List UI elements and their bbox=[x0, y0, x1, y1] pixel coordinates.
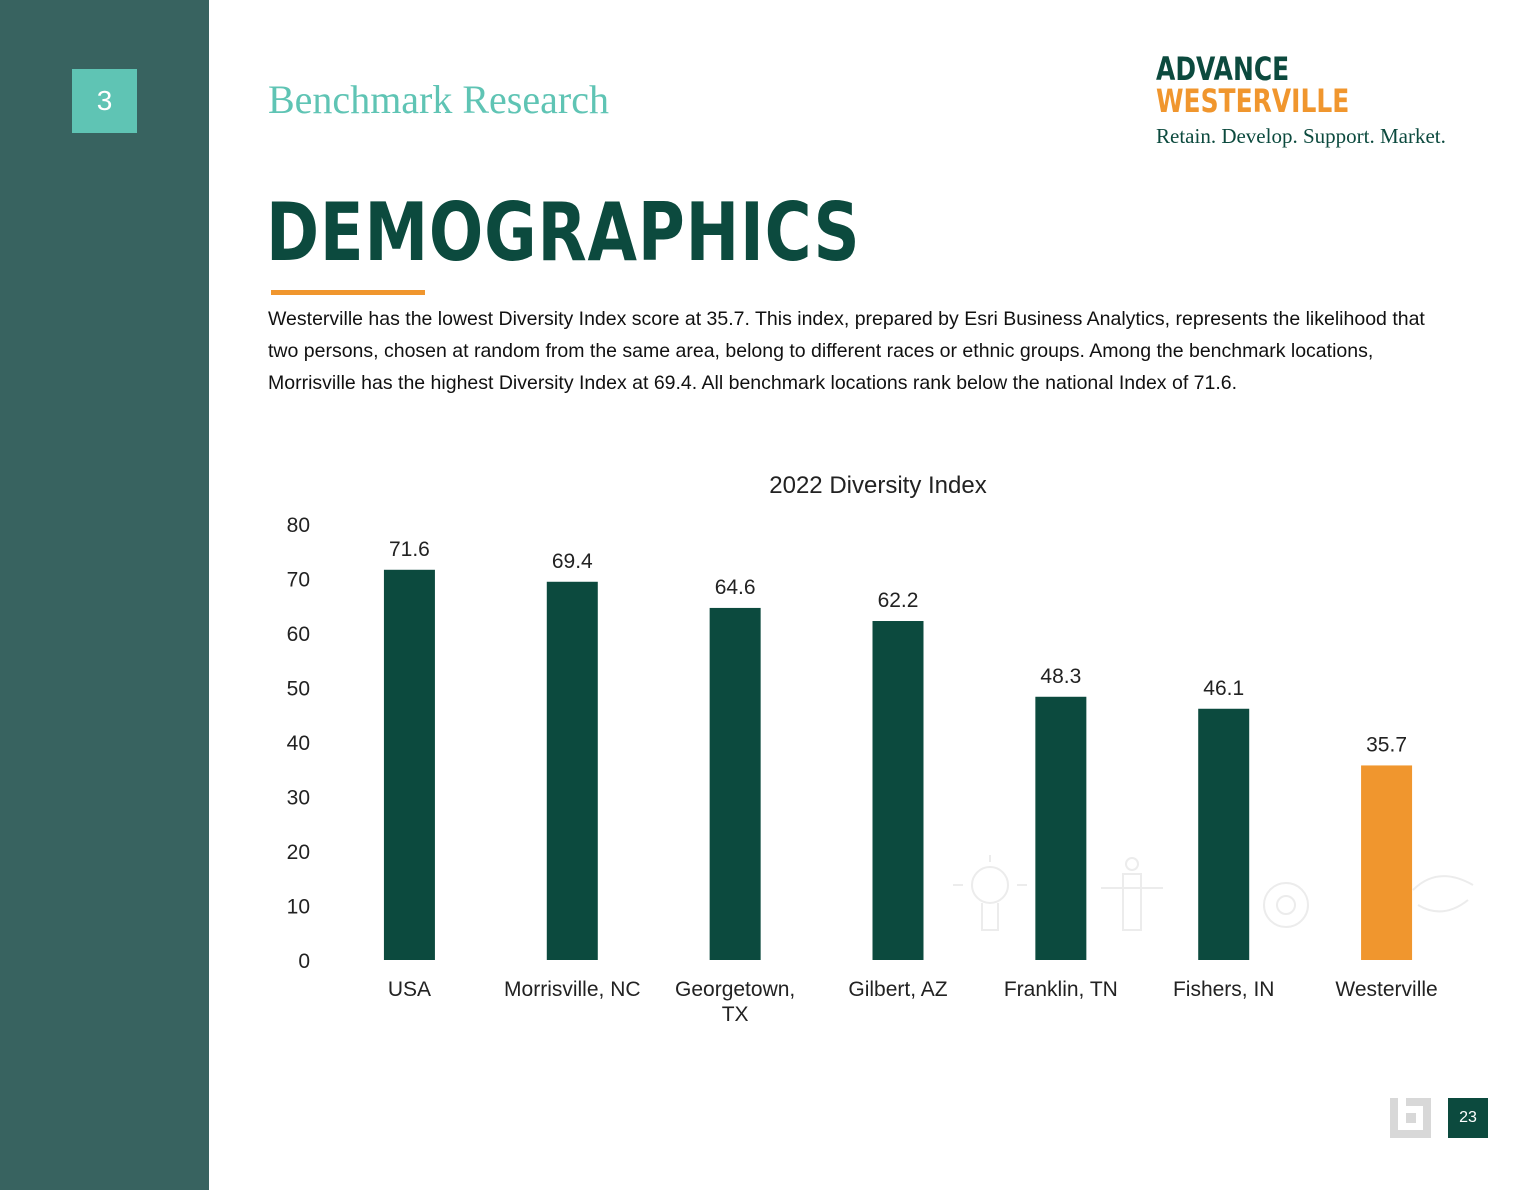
page-number: 23 bbox=[1448, 1098, 1488, 1138]
y-tick-label: 20 bbox=[287, 841, 310, 864]
x-tick-label: Georgetown, TX bbox=[675, 978, 795, 1026]
section-number-badge: 3 bbox=[72, 69, 137, 133]
chart-title: 2022 Diversity Index bbox=[769, 472, 986, 499]
logo-tagline: Retain. Develop. Support. Market. bbox=[1156, 124, 1446, 148]
y-tick-label: 0 bbox=[298, 950, 310, 973]
sidebar: 3 bbox=[0, 0, 209, 1190]
bar-6 bbox=[1361, 765, 1413, 960]
bar-1 bbox=[546, 581, 598, 960]
advance-westerville-logo: ADVANCE WESTERVILLE Retain. Develop. Sup… bbox=[1156, 50, 1486, 150]
decorative-gear-icon bbox=[1263, 882, 1309, 928]
bar-value-label: 71.6 bbox=[389, 538, 430, 561]
x-tick-label: Gilbert, AZ bbox=[848, 978, 947, 1001]
bar-4 bbox=[1035, 696, 1087, 960]
y-tick-label: 50 bbox=[287, 678, 310, 701]
bar-value-label: 62.2 bbox=[878, 589, 919, 612]
x-tick-label: USA bbox=[388, 978, 431, 1001]
x-tick-label: Morrisville, NC bbox=[504, 978, 641, 1001]
x-tick-label: Westerville bbox=[1335, 978, 1437, 1001]
body-paragraph: Westerville has the lowest Diversity Ind… bbox=[268, 308, 1425, 394]
accent-rule bbox=[271, 290, 425, 295]
bar-value-label: 69.4 bbox=[552, 550, 593, 573]
logo-line-westerville: WESTERVILLE bbox=[1156, 82, 1350, 120]
decorative-person-icon bbox=[1101, 857, 1163, 931]
logo-line-advance: ADVANCE bbox=[1156, 50, 1290, 88]
y-tick-label: 40 bbox=[287, 732, 310, 755]
decorative-handshake-icon bbox=[1412, 875, 1474, 913]
y-tick-label: 30 bbox=[287, 787, 310, 810]
x-tick-label: Franklin, TN bbox=[1004, 978, 1118, 1001]
bar-value-label: 46.1 bbox=[1203, 677, 1244, 700]
bar-value-label: 48.3 bbox=[1040, 665, 1081, 688]
x-tick-label: Fishers, IN bbox=[1173, 978, 1275, 1001]
bar-5 bbox=[1198, 708, 1250, 960]
bar-value-label: 35.7 bbox=[1366, 733, 1407, 756]
bar-value-label: 64.6 bbox=[715, 576, 756, 599]
footer-logo-icon bbox=[1390, 1098, 1431, 1138]
bar-3 bbox=[872, 621, 924, 960]
diversity-index-bar-chart: 2022 Diversity Index 0 10 20 30 40 50 60 70 80 7… bbox=[287, 472, 1474, 1026]
bar-2 bbox=[709, 607, 761, 960]
y-tick-label: 60 bbox=[287, 623, 310, 646]
page-number-label: 23 bbox=[1459, 1109, 1477, 1126]
bar-0 bbox=[383, 569, 435, 960]
section-number: 3 bbox=[96, 85, 113, 116]
page-title: DEMOGRAPHICS bbox=[266, 186, 861, 279]
y-tick-label: 70 bbox=[287, 569, 310, 592]
y-tick-label: 10 bbox=[287, 896, 310, 919]
y-tick-label: 80 bbox=[287, 514, 310, 537]
section-title: Benchmark Research bbox=[268, 77, 609, 122]
decorative-lightbulb-icon bbox=[953, 855, 1027, 931]
